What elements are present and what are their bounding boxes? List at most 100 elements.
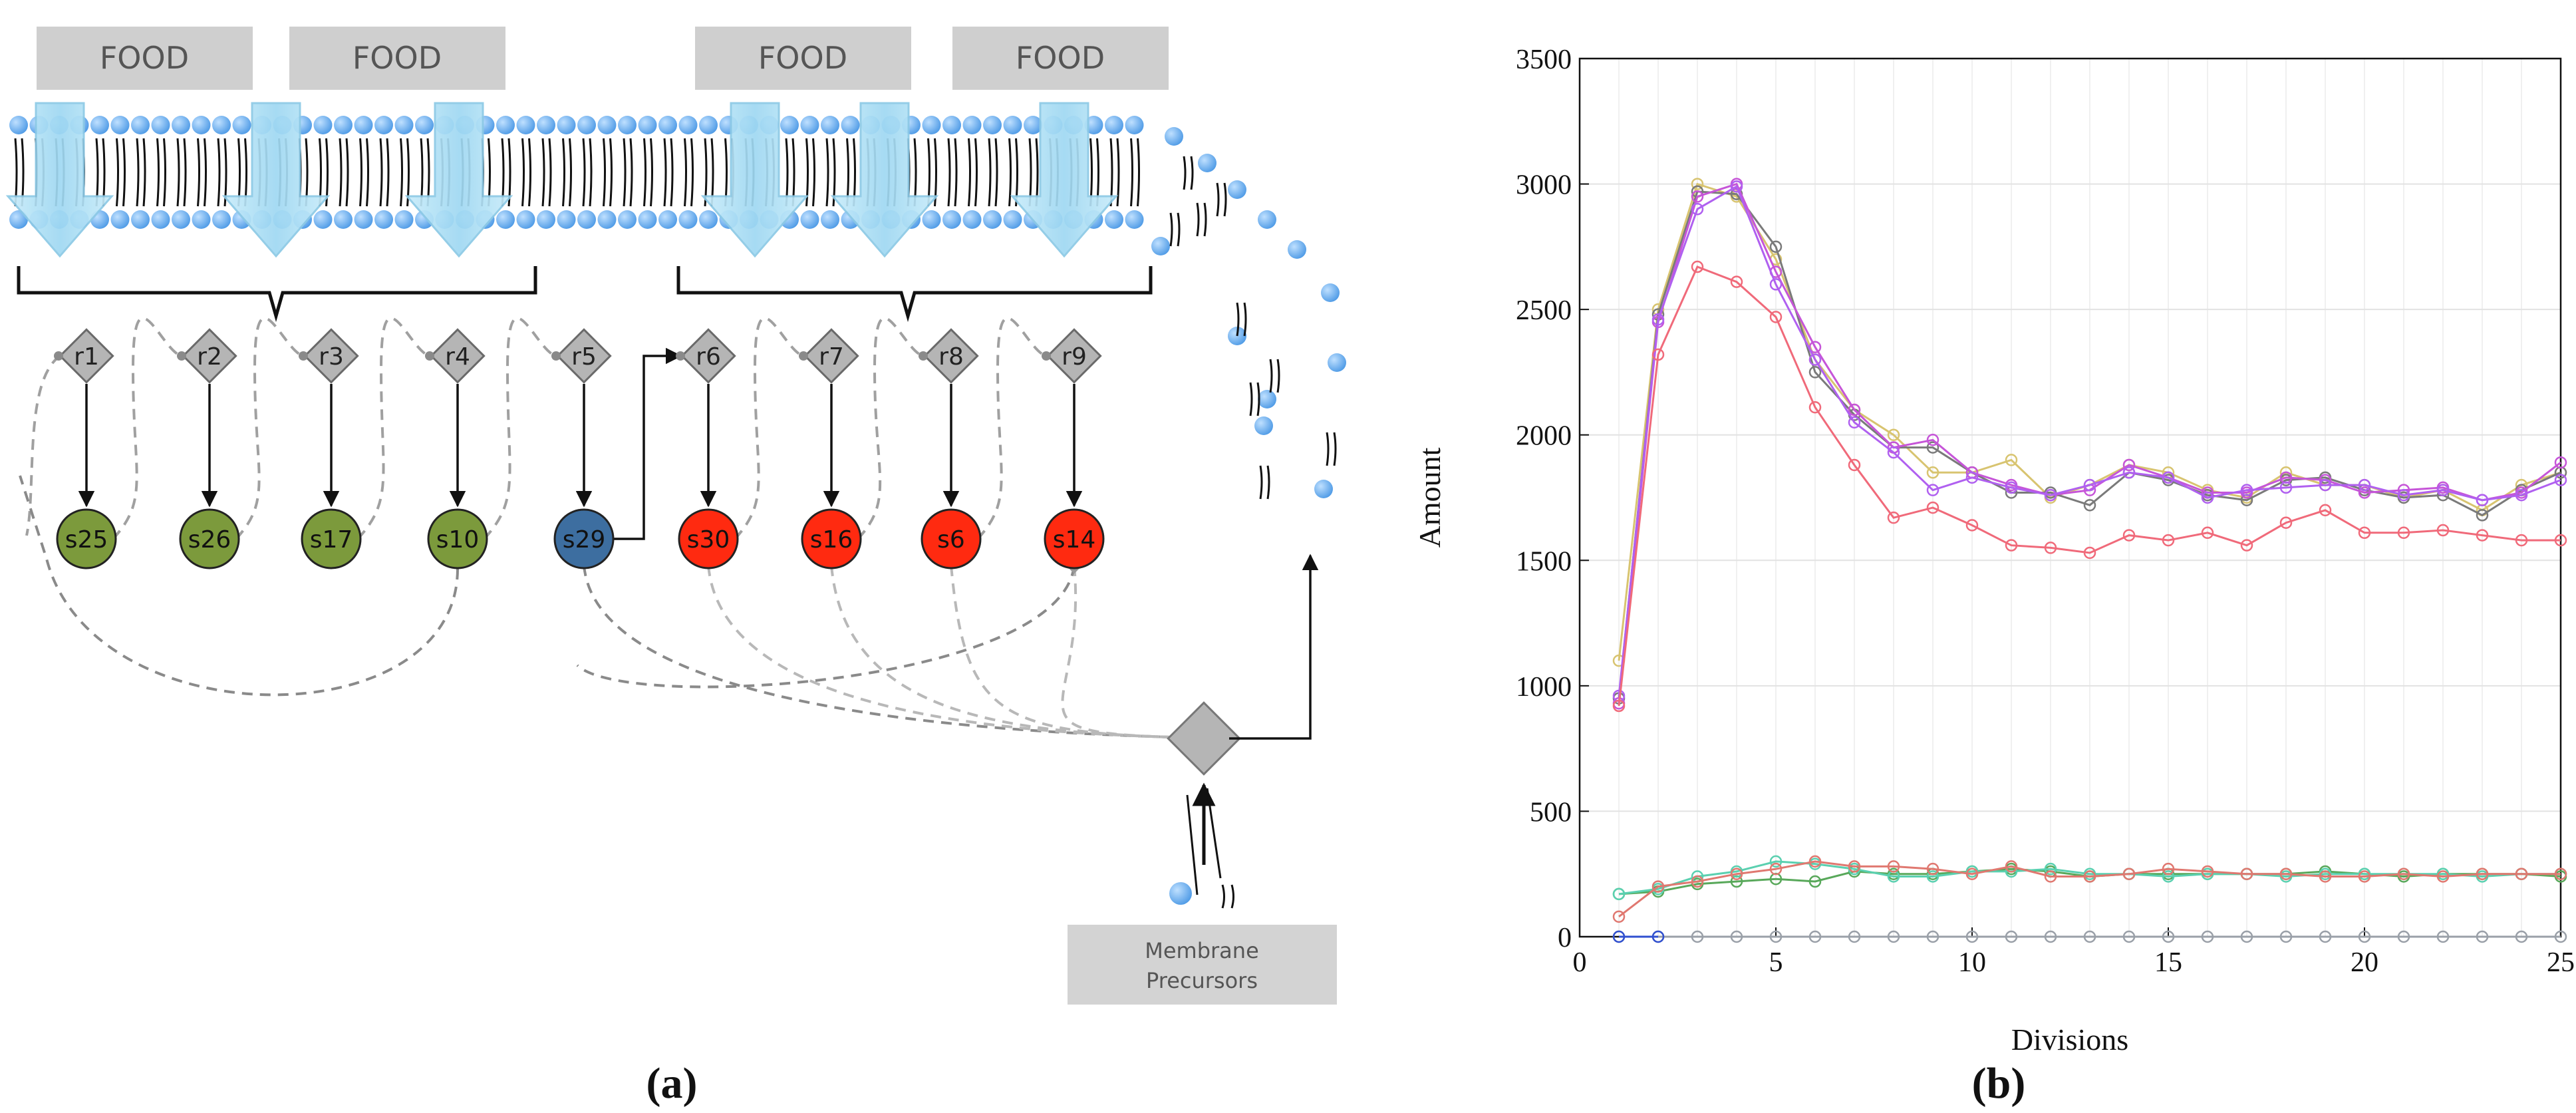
point-salmon [1651,880,1665,893]
point-violet [1848,416,1861,429]
y-axis-label: Amount [1413,447,1447,548]
lipid-head-top [516,116,535,134]
lipid-head-bottom [597,210,617,229]
point-pink [2279,516,2293,529]
point-pink [2044,542,2057,554]
point-gray [1769,240,1783,253]
lipid-head-top [1003,116,1022,134]
species-node-s26 [179,508,240,569]
lipid-head-bottom [374,210,393,229]
reaction-node-r2 [182,328,237,384]
point-violet [2083,478,2096,492]
lipid-head-top [618,116,637,134]
reaction-node-r6 [680,328,736,384]
catalysis-link [25,355,61,536]
point-salmon [2201,865,2214,878]
reaction-input-dot [799,351,808,361]
point-yellow [1926,466,1939,479]
species-node-s6 [921,508,982,569]
lipid-head-bottom [192,210,211,229]
point-lightgray [2476,930,2489,943]
left-brace [17,266,537,323]
central-reaction-node [1167,701,1241,776]
membrane-precursors-box [1068,925,1337,1005]
y-tick-label: 0 [1558,923,1572,953]
food-arrow [830,102,939,258]
lipid-tail [521,138,531,207]
x-tick-label: 25 [2547,947,2575,978]
species-node-s14 [1044,508,1105,569]
food-arrow [700,102,809,258]
series-salmon [1612,855,2567,923]
lipid-head-curve [1258,210,1276,229]
lipid-head-bottom [983,210,1002,229]
point-pink [2240,539,2253,552]
species-label-s14: s14 [1053,526,1096,554]
lipid-head-bottom [496,210,515,229]
reaction-label-r8: r8 [938,343,964,371]
point-lightgray [1926,930,1939,943]
lipid-head-top [374,116,393,134]
point-violet [1887,446,1900,459]
species-label-s29: s29 [563,526,606,554]
point-green [1808,875,1822,888]
lipid-head-bottom [821,210,839,229]
food-label: FOOD [100,40,189,76]
x-axis-label: Divisions [2011,1023,2128,1056]
catalysis-link [235,317,305,540]
lipid-tail [643,138,653,207]
lipid-head-top [313,116,333,134]
species-label-s10: s10 [436,526,480,554]
lipid-head-curve [1228,180,1246,199]
lipid-head-top [557,116,576,134]
point-violet [2358,478,2371,492]
point-violet [2397,488,2410,502]
point-yellow [1691,178,1704,190]
point-pink [1808,400,1822,414]
point-salmon [1926,862,1939,875]
point-violet [1651,313,1665,326]
lipid-tail-curve [1259,465,1270,500]
lipid-head-top [537,116,555,134]
lipid-head-bottom [962,210,982,229]
point-magenta [1848,403,1861,416]
point-lightgray [1769,930,1783,943]
point-lightgray [2083,930,2096,943]
point-pink [2554,534,2567,547]
point-teal [2162,870,2175,883]
x-tick-label: 0 [1573,947,1587,978]
point-lightgray [2240,930,2253,943]
point-pink [1651,348,1665,361]
point-violet [2436,484,2450,496]
membrane-precursors-line2: Precursors [1146,968,1258,993]
point-pink [2436,524,2450,537]
catalysis-link [483,317,558,540]
lipid-tail-curve [1169,212,1181,247]
species-node-s29 [553,508,615,569]
x-tick-label: 15 [2154,947,2182,978]
lipid-tail-curve [1269,359,1280,393]
feeds-membrane-link [830,565,1171,738]
lipid-head-bottom [151,210,170,229]
precursor-input-arrow-3 [1206,788,1222,879]
reaction-input-dot [919,351,928,361]
lipid-tail-curve [1216,182,1227,217]
s29-to-r6-arrow [612,347,682,540]
panel-a-label: (a) [646,1059,698,1108]
point-gray [1926,441,1939,454]
food-boxes: FOOD FOOD FOOD FOOD [37,27,1169,90]
lipid-tail [603,138,613,207]
point-salmon [1887,860,1900,873]
lipid-head-bottom [394,210,414,229]
lipid-tail [684,138,694,207]
point-violet [1691,203,1704,216]
reaction-input-dot [551,351,561,361]
lipid-tail [339,138,349,207]
lipid-head-top [415,116,434,134]
lipid-head-bottom [557,210,576,229]
point-violet [1769,278,1783,291]
point-salmon [2044,870,2057,883]
x-tick-label: 10 [1958,947,1986,978]
point-blue [1651,930,1665,943]
s14-feedback-loop [576,565,1075,689]
